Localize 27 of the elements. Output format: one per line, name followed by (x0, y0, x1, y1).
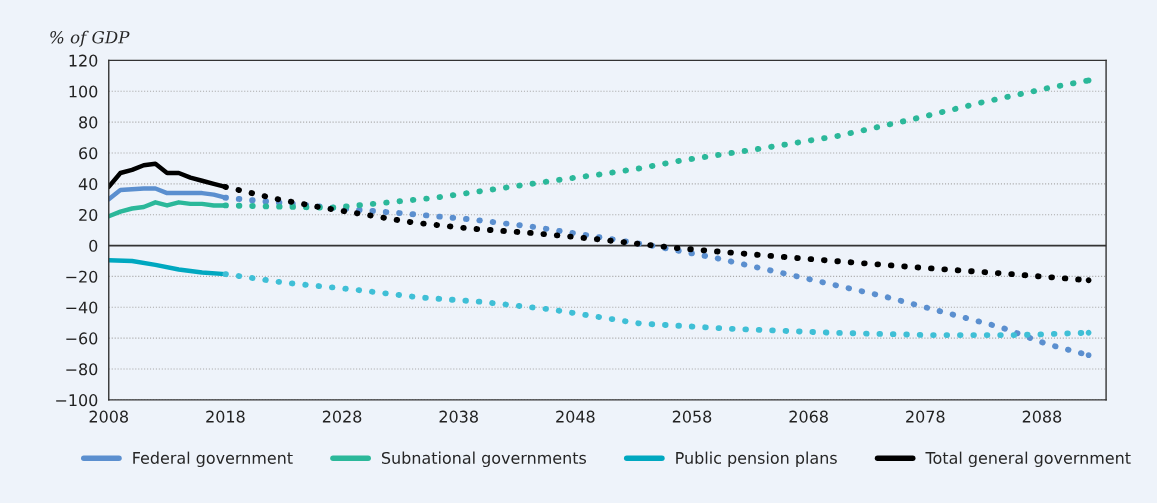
y-tick-label: 40 (78, 178, 98, 191)
y-tick-label: 0 (89, 239, 98, 252)
x-tick-label: 2078 (906, 410, 945, 423)
y-tick-label: −80 (66, 363, 98, 376)
x-tick-label: 2088 (1022, 410, 1062, 423)
x-tick-label: 2048 (556, 410, 595, 423)
x-tick-label: 2068 (789, 410, 828, 423)
y-tick-label: −20 (66, 270, 98, 283)
legend-label: Federal government (133, 451, 293, 468)
legend-label: Total general government (925, 451, 1131, 468)
y-tick-label: −100 (56, 394, 98, 407)
x-tick-label: 2058 (672, 410, 712, 423)
x-tick-label: 2038 (439, 410, 478, 423)
y-tick-label: 120 (69, 54, 98, 67)
y-tick-label: 100 (69, 85, 98, 98)
legend-label: Public pension plans (676, 451, 837, 468)
y-tick-label: 20 (79, 208, 98, 221)
x-tick-label: 2028 (322, 410, 362, 423)
y-tick-label: −40 (66, 301, 98, 314)
x-tick-label: 2018 (206, 410, 245, 423)
y-axis-title: % of GDP (50, 30, 130, 47)
y-tick-label: 80 (79, 116, 98, 129)
y-tick-label: 60 (79, 147, 98, 160)
y-tick-label: −60 (66, 332, 98, 345)
x-tick-label: 2008 (89, 410, 128, 423)
legend-label: Subnational governments (381, 451, 587, 468)
point (1085, 352, 1092, 359)
